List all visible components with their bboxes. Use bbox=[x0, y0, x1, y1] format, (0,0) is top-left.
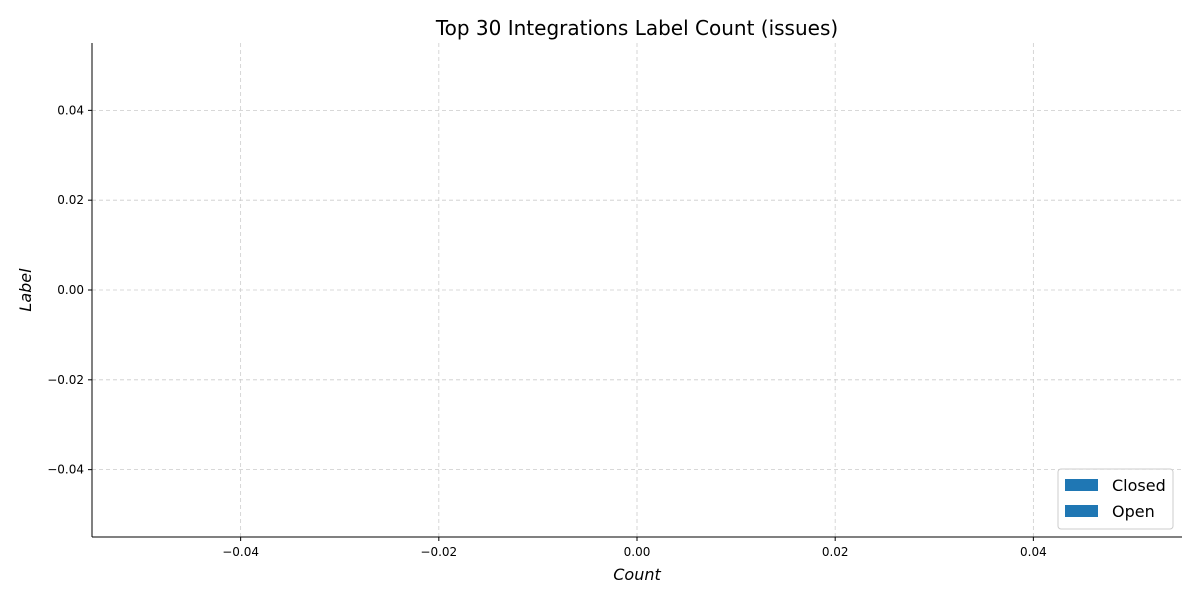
legend-swatch-open bbox=[1065, 505, 1098, 517]
legend-label-closed: Closed bbox=[1112, 476, 1166, 495]
x-tick-label: −0.02 bbox=[420, 545, 457, 559]
legend: Closed Open bbox=[1057, 468, 1174, 530]
x-tick-label: 0.00 bbox=[624, 545, 651, 559]
y-tick-label: −0.04 bbox=[47, 463, 84, 477]
y-tick-label: −0.02 bbox=[47, 373, 84, 387]
y-tick-label: 0.00 bbox=[57, 283, 84, 297]
y-axis-label: Label bbox=[16, 268, 35, 312]
y-axis-ticks: −0.04 −0.02 0.00 0.02 0.04 bbox=[47, 103, 92, 477]
x-tick-label: −0.04 bbox=[222, 545, 259, 559]
y-tick-label: 0.02 bbox=[57, 193, 84, 207]
x-tick-label: 0.04 bbox=[1020, 545, 1047, 559]
legend-swatch-closed bbox=[1065, 479, 1098, 491]
chart-title: Top 30 Integrations Label Count (issues) bbox=[435, 16, 838, 40]
x-tick-label: 0.02 bbox=[822, 545, 849, 559]
x-axis-ticks: −0.04 −0.02 0.00 0.02 0.04 bbox=[222, 537, 1047, 559]
legend-label-open: Open bbox=[1112, 502, 1155, 521]
x-axis-label: Count bbox=[613, 565, 661, 584]
y-tick-label: 0.04 bbox=[57, 103, 84, 117]
grid bbox=[92, 43, 1182, 537]
